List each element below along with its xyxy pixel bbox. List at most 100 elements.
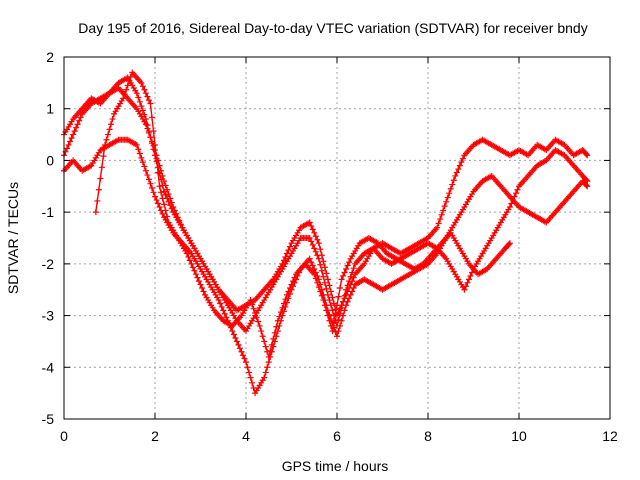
data-point	[343, 266, 350, 273]
data-point	[443, 198, 450, 205]
data-point	[192, 271, 199, 278]
data-point	[232, 334, 239, 341]
data-point	[170, 203, 177, 210]
x-tick-label: 8	[424, 428, 432, 444]
data-point	[583, 151, 590, 158]
data-point	[285, 288, 292, 295]
data-point	[223, 314, 230, 321]
data-point	[120, 95, 127, 102]
data-point	[142, 90, 149, 97]
data-point	[164, 186, 171, 193]
data-point	[249, 301, 256, 308]
data-point	[262, 343, 269, 350]
data-point	[308, 259, 315, 266]
data-point	[341, 307, 348, 314]
x-tick-label: 2	[151, 428, 159, 444]
data-point	[220, 307, 227, 314]
data-point	[124, 82, 131, 89]
data-point	[450, 177, 457, 184]
data-point	[161, 178, 168, 185]
data-point	[344, 298, 351, 305]
data-point	[194, 274, 201, 281]
data-point	[349, 269, 356, 276]
data-point	[171, 207, 178, 214]
data-point	[309, 226, 316, 233]
data-point	[346, 259, 353, 266]
x-tick-label: 4	[242, 428, 250, 444]
data-point	[343, 286, 350, 293]
data-point	[142, 121, 149, 128]
data-point	[250, 305, 257, 312]
data-point	[268, 341, 275, 348]
data-point	[343, 302, 350, 309]
data-point	[324, 312, 331, 319]
data-point	[312, 248, 319, 255]
data-point	[584, 183, 591, 190]
data-point	[286, 243, 293, 250]
data-point	[264, 348, 271, 355]
data-point	[447, 185, 454, 192]
data-point	[449, 181, 456, 188]
data-point	[158, 167, 165, 174]
data-point	[329, 294, 336, 301]
data-point	[350, 274, 357, 281]
data-point	[106, 126, 113, 133]
data-point	[320, 273, 327, 280]
data-point	[177, 221, 184, 228]
y-tick-label: -3	[42, 308, 55, 324]
data-point	[309, 262, 316, 269]
data-point	[261, 338, 268, 345]
data-point	[317, 246, 324, 253]
data-point	[139, 159, 146, 166]
y-tick-label: -1	[42, 204, 55, 220]
data-point	[453, 169, 460, 176]
data-point	[138, 79, 145, 86]
chart-title: Day 195 of 2016, Sidereal Day-to-day VTE…	[78, 20, 587, 36]
data-point	[100, 153, 107, 160]
data-point	[148, 185, 155, 192]
data-point	[135, 146, 142, 153]
data-point	[583, 182, 590, 189]
data-point	[147, 180, 154, 187]
data-point	[136, 150, 143, 157]
data-point	[291, 274, 298, 281]
data-point	[315, 240, 322, 247]
data-point	[320, 258, 327, 265]
data-point	[142, 167, 149, 174]
data-point	[437, 216, 444, 223]
data-point	[308, 222, 315, 229]
data-point	[434, 224, 441, 231]
data-point	[121, 91, 128, 98]
data-point	[162, 182, 169, 189]
data-point	[229, 328, 236, 335]
data-point	[346, 295, 353, 302]
data-point	[147, 134, 154, 141]
data-point	[270, 335, 277, 342]
data-point	[512, 190, 519, 197]
data-point	[156, 203, 163, 210]
data-point	[162, 207, 169, 214]
data-point	[92, 209, 99, 216]
data-point	[235, 341, 242, 348]
data-point	[104, 131, 111, 138]
data-point	[195, 278, 202, 285]
data-point	[167, 195, 174, 202]
data-point	[76, 117, 83, 124]
data-point	[311, 245, 318, 252]
data-point	[314, 252, 321, 259]
data-point	[290, 278, 297, 285]
data-point	[252, 309, 259, 316]
data-point	[506, 203, 513, 210]
data-point	[162, 191, 169, 198]
data-point	[323, 285, 330, 292]
data-point	[189, 264, 196, 271]
x-tick-label: 0	[60, 428, 68, 444]
data-point	[152, 141, 158, 148]
data-point	[164, 213, 171, 220]
data-point	[506, 240, 513, 247]
data-point	[73, 124, 80, 131]
grid-lines	[64, 57, 610, 419]
data-point	[315, 284, 322, 291]
data-point	[350, 284, 357, 291]
data-point	[324, 276, 331, 283]
